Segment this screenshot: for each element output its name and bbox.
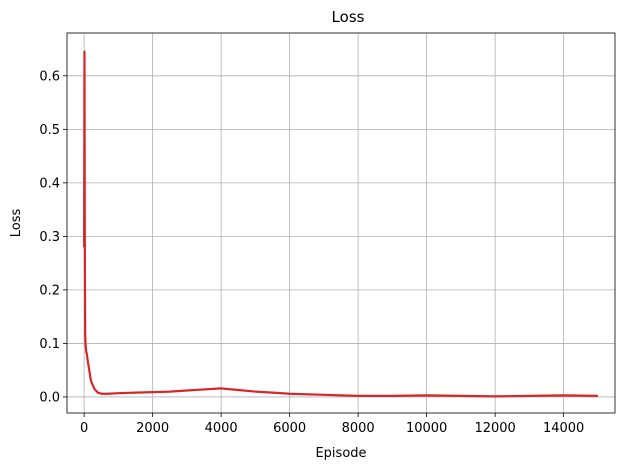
y-tick-label: 0.4 bbox=[39, 176, 60, 191]
plot-frame bbox=[66, 32, 616, 414]
x-tick-label: 10000 bbox=[406, 421, 447, 436]
y-tick-label: 0.1 bbox=[39, 337, 60, 352]
x-tick-label: 6000 bbox=[273, 421, 306, 436]
x-tick-label: 4000 bbox=[205, 421, 238, 436]
x-ticks: 0 2000 4000 6000 8000 10000 12000 14000 bbox=[80, 413, 584, 436]
x-tick-label: 0 bbox=[80, 421, 88, 436]
x-axis-label: Episode bbox=[315, 446, 366, 461]
y-tick-label: 0.2 bbox=[39, 283, 60, 298]
grid bbox=[67, 33, 615, 413]
chart-title: Loss bbox=[332, 8, 365, 26]
x-tick-label: 14000 bbox=[543, 421, 584, 436]
y-ticks: 0.0 0.1 0.2 0.3 0.4 0.5 0.6 bbox=[39, 69, 67, 405]
x-tick-label: 2000 bbox=[136, 421, 169, 436]
y-tick-label: 0.5 bbox=[39, 123, 60, 138]
y-tick-label: 0.6 bbox=[39, 69, 60, 84]
x-tick-label: 8000 bbox=[342, 421, 375, 436]
y-axis-label: Loss bbox=[9, 209, 24, 238]
x-tick-label: 12000 bbox=[474, 421, 515, 436]
loss-series-line bbox=[83, 50, 598, 398]
y-tick-label: 0.0 bbox=[39, 390, 60, 405]
series-group bbox=[83, 50, 598, 398]
y-tick-label: 0.3 bbox=[39, 230, 60, 245]
